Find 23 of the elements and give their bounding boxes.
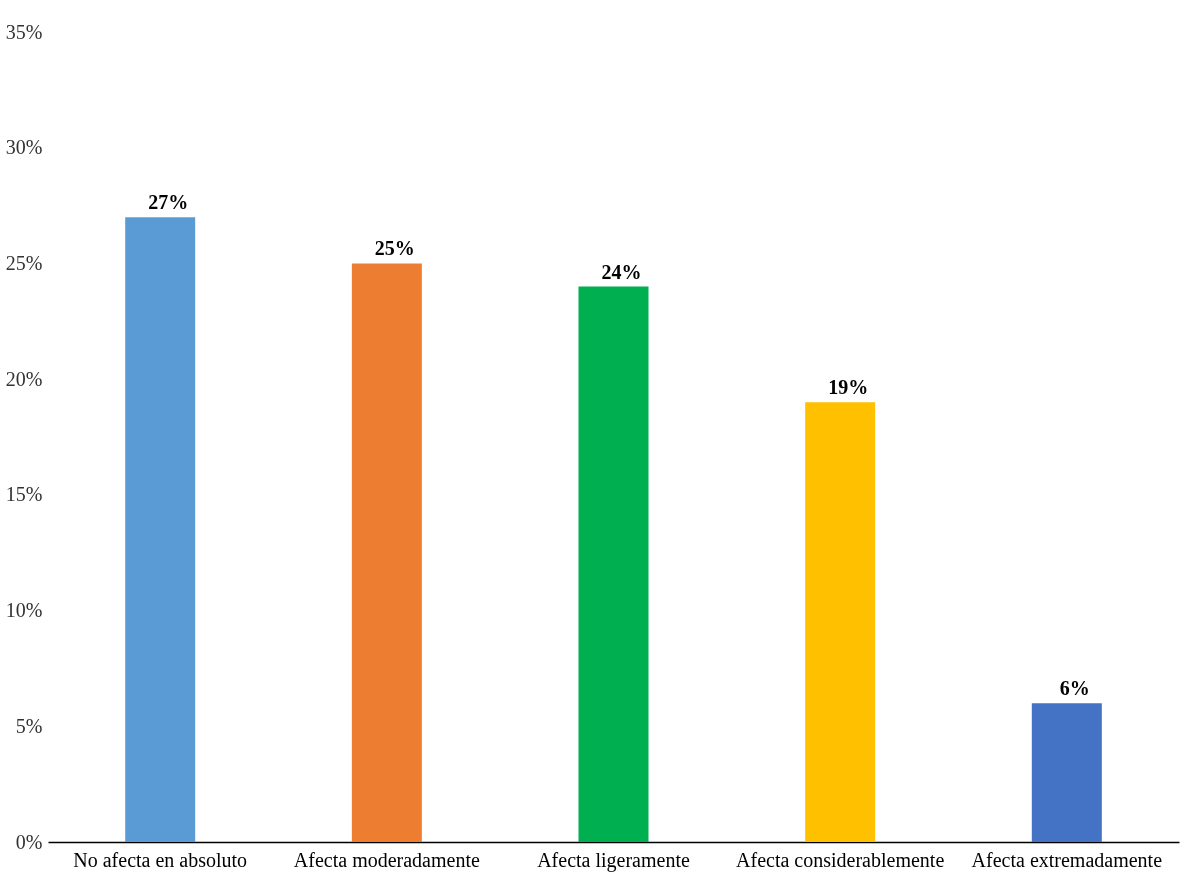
x-tick-label: Afecta considerablemente — [736, 848, 945, 871]
bar — [125, 217, 196, 842]
data-label: 6% — [1059, 677, 1090, 700]
data-label: 25% — [374, 237, 415, 260]
y-tick-label: 25% — [5, 251, 43, 274]
bar — [578, 286, 649, 842]
x-tick-label: Afecta moderadamente — [293, 848, 480, 871]
y-tick-label: 35% — [5, 20, 43, 43]
data-label: 19% — [828, 376, 869, 399]
x-tick-label: No afecta en absoluto — [73, 848, 248, 871]
y-tick-label: 20% — [5, 367, 43, 390]
x-tick-label: Afecta extremadamente — [971, 848, 1163, 871]
y-tick-label: 10% — [5, 599, 43, 622]
bar — [1031, 703, 1102, 842]
y-tick-label: 15% — [5, 483, 43, 506]
bar — [805, 402, 876, 842]
bar — [351, 263, 422, 842]
data-label: 27% — [148, 191, 189, 214]
y-tick-label: 30% — [5, 136, 43, 159]
x-tick-label: Afecta ligeramente — [537, 848, 690, 872]
y-tick-label: 5% — [15, 714, 43, 737]
data-label: 24% — [601, 260, 642, 283]
y-tick-label: 0% — [15, 830, 43, 853]
